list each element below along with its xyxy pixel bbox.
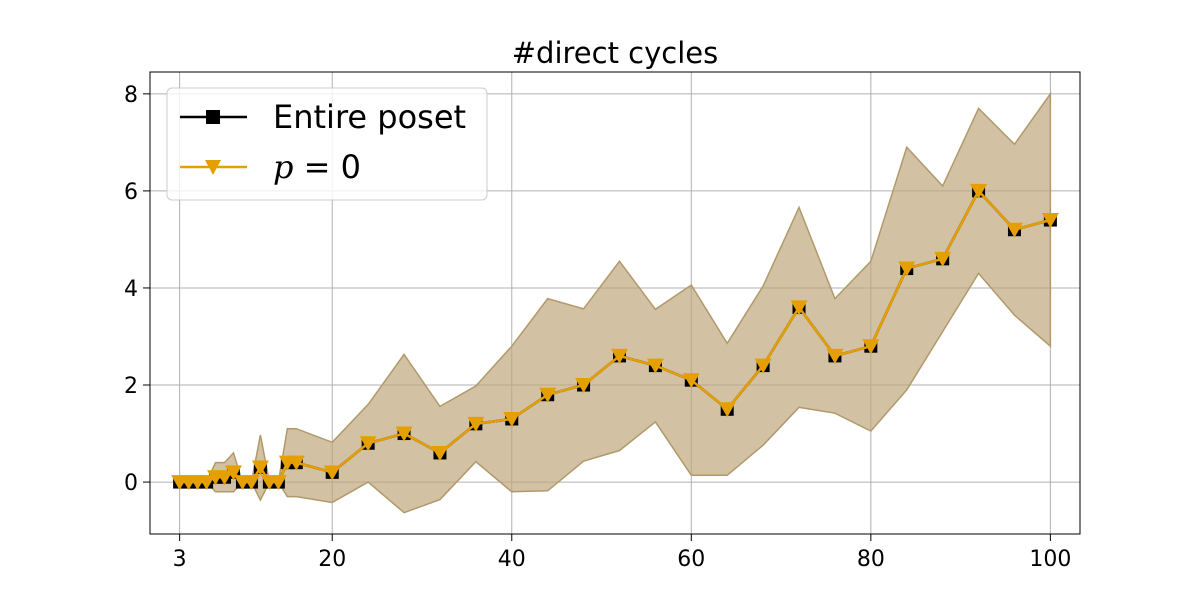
legend-label-p0-variable: p xyxy=(273,148,293,186)
y-tick-label: 4 xyxy=(124,277,138,302)
series-point-triangle xyxy=(970,183,988,199)
series-point-triangle xyxy=(610,348,628,364)
series-point-triangle xyxy=(646,358,664,374)
x-tick-label: 3 xyxy=(173,547,187,572)
chart-title: #direct cycles xyxy=(512,36,718,70)
tick-layer: 3 20 40 60 80 100 0 2 4 6 8 xyxy=(124,83,1071,572)
series-point-triangle xyxy=(287,455,305,471)
series-point-triangle xyxy=(1041,213,1059,229)
series-point-triangle xyxy=(503,411,521,427)
x-tick-label: 60 xyxy=(677,547,705,572)
x-tick-label: 40 xyxy=(498,547,526,572)
series-point-triangle xyxy=(934,251,952,267)
x-tick-label: 100 xyxy=(1029,547,1071,572)
legend-label-p0-value: = 0 xyxy=(293,148,361,186)
legend-label-entire-poset: Entire poset xyxy=(273,98,466,136)
series-point-triangle xyxy=(431,445,449,461)
series-point-triangle xyxy=(395,426,413,442)
y-tick-label: 8 xyxy=(124,83,138,108)
series-point-triangle xyxy=(790,300,808,316)
series-point-triangle xyxy=(269,475,287,491)
series-point-triangle xyxy=(359,436,377,452)
series-point-triangle xyxy=(251,460,269,476)
y-tick-label: 2 xyxy=(124,374,138,399)
plot-frame xyxy=(149,71,1081,535)
y-tick-label: 0 xyxy=(124,471,138,496)
series-point-triangle xyxy=(575,378,593,394)
series-point-triangle xyxy=(1005,222,1023,238)
legend-marker-p0 xyxy=(205,160,221,175)
series-point-triangle xyxy=(539,387,557,403)
y-tick-label: 6 xyxy=(124,180,138,205)
x-tick-label: 20 xyxy=(318,547,346,572)
series-point-triangle xyxy=(467,416,485,432)
legend-marker-entire-poset xyxy=(206,110,220,124)
series-layer xyxy=(171,183,1059,491)
series-point-triangle xyxy=(862,339,880,355)
x-tick-label: 80 xyxy=(857,547,885,572)
series-point-triangle xyxy=(323,465,341,481)
series-point-triangle xyxy=(242,475,260,491)
series-point-triangle xyxy=(718,402,736,418)
legend-label-p0: p = 0 xyxy=(273,148,361,186)
series-point-triangle xyxy=(826,348,844,364)
series-point-triangle xyxy=(682,373,700,389)
legend: Entire poset p = 0 xyxy=(166,87,488,201)
series-point-triangle xyxy=(754,358,772,374)
series-point-triangle xyxy=(216,470,234,486)
series-point-triangle xyxy=(198,475,216,491)
series-point-triangle xyxy=(224,465,242,481)
series-point-triangle xyxy=(898,261,916,277)
